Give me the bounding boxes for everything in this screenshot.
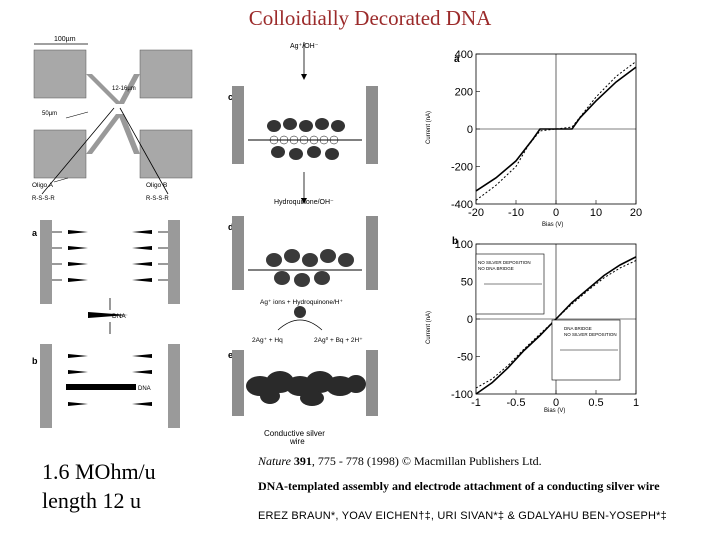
oligo-a-label: Oligo A: [32, 182, 54, 189]
chart-b-xlabel: Bias (V): [544, 408, 565, 414]
panel-b-label: b: [32, 356, 38, 366]
y-tick-label: 200: [455, 87, 473, 99]
y-tick-label: -400: [451, 199, 473, 211]
inset-bot-text1: DNA BRIDGE: [564, 326, 592, 331]
y-tick-label: 0: [467, 314, 473, 326]
chart-b-ylabel: Current (nA): [426, 311, 432, 344]
series-line-2: [475, 260, 637, 389]
top-reagent-label: Ag⁺/OH⁻: [290, 43, 319, 50]
pad-dimension-label: 50µm: [42, 111, 57, 117]
dna-bridge-label: DNA: [138, 386, 151, 392]
x-tick-label: 0.5: [588, 397, 603, 409]
slide-title: Colloidially Decorated DNA: [248, 6, 492, 30]
x-tick-label: -10: [508, 207, 524, 219]
reference-volume: 391: [293, 454, 312, 468]
inset-top-text2: NO DNA BRIDGE: [478, 266, 514, 271]
gap-dimension-label: 12-16µm: [112, 86, 136, 92]
reference-line: Nature 391, 775 - 778 (1998) © Macmillan…: [258, 454, 542, 469]
wire-label-line2: wire: [289, 437, 305, 444]
inset-no-bridge: NO SILVER DEPOSITION NO DNA BRIDGE: [475, 253, 545, 315]
hydroquinone-reagent-label: Hydroquinone/OH⁻: [274, 199, 334, 206]
x-tick-label: -0.5: [507, 397, 526, 409]
inset-bot-text2: NO SILVER DEPOSITION: [564, 332, 617, 337]
chart-b-panel-label: b: [452, 236, 458, 247]
x-tick-label: -20: [468, 207, 484, 219]
chart-a-xlabel: Bias (V): [542, 222, 563, 228]
series-line-1: [475, 66, 637, 192]
y-tick-label: 0: [467, 124, 473, 136]
x-tick-label: 0: [553, 207, 559, 219]
electrode-assembly-figure: 100µm 12-16µm 50µm Oligo A Oligo B R-S-S…: [28, 34, 198, 434]
oligo-b-label: Oligo B: [146, 182, 167, 189]
x-tick-label: 10: [590, 207, 602, 219]
y-tick-label: 100: [455, 239, 473, 251]
chart-a-panel-label: a: [454, 54, 460, 65]
y-tick-label: 400: [455, 49, 473, 61]
reference-pages: , 775 - 778 (1998) © Macmillan Publisher…: [311, 454, 542, 468]
figure-description: DNA-templated assembly and electrode att…: [258, 479, 660, 493]
y-tick-label: -200: [451, 162, 473, 174]
x-tick-label: 20: [630, 207, 642, 219]
panel-e-label: e: [228, 350, 233, 360]
inset-bridge: DNA BRIDGE NO SILVER DEPOSITION: [551, 319, 621, 381]
author-list: EREZ BRAUN*, YOAV EICHEN†‡, URI SIVAN*‡ …: [258, 510, 667, 522]
panel-d-label: d: [228, 222, 234, 232]
width-dimension-label: 100µm: [54, 36, 76, 43]
ion-reagent-label: Ag⁺ ions + Hydroquinone/H⁺: [260, 299, 343, 306]
y-tick-label: -50: [457, 352, 473, 364]
oligo-b-sequence: R-S-S-R: [146, 196, 169, 202]
x-tick-label: 1: [633, 397, 639, 409]
silver-deposition-figure: Ag⁺/OH⁻ c Hydroquinone/OH⁻ d Ag⁺ ions + …: [218, 34, 388, 444]
reference-journal: Nature: [258, 454, 291, 468]
caption-resistance: 1.6 MOhm/u: [42, 459, 156, 484]
reaction-left-label: 2Ag⁺ + Hq: [252, 337, 283, 344]
oligo-a-sequence: R-S-S-R: [32, 196, 55, 202]
series-line-1: [475, 256, 637, 395]
panel-c-label: c: [228, 92, 233, 102]
caption-length: length 12 u: [42, 488, 141, 513]
dna-label: DNA: [112, 313, 126, 320]
x-tick-label: 0: [553, 397, 559, 409]
wire-label-line1: Conductive silver: [264, 429, 325, 438]
caption: 1.6 MOhm/u length 12 u: [42, 457, 156, 515]
panel-a-label: a: [32, 228, 38, 238]
y-tick-label: 50: [461, 277, 473, 289]
y-tick-label: -100: [451, 389, 473, 401]
chart-a: 400 200 0 -200 -400-20 -10 0 10 20: [451, 49, 642, 219]
chart-a-ylabel: Current (nA): [426, 111, 432, 144]
reaction-right-label: 2Ag⁰ + Bq + 2H⁺: [314, 336, 363, 344]
inset-top-text1: NO SILVER DEPOSITION: [478, 260, 531, 265]
x-tick-label: -1: [471, 397, 481, 409]
